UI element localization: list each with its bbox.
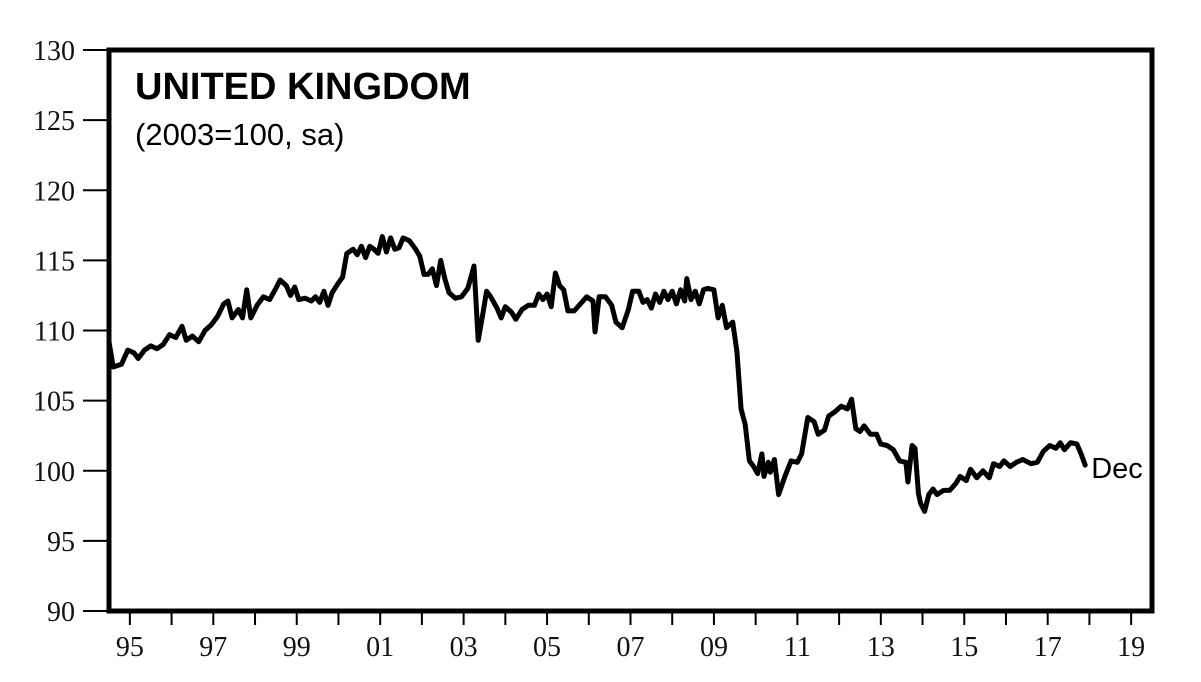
x-tick-label: 15 (950, 632, 978, 663)
x-tick-label: 07 (617, 632, 645, 663)
y-tick-label: 125 (33, 106, 75, 137)
x-tick-label: 95 (116, 632, 144, 663)
y-axis: 90 95 100 105 110 115 120 125 130 (33, 36, 109, 628)
y-tick-label: 130 (33, 36, 75, 67)
chart-subtitle: (2003=100, sa) (135, 117, 344, 152)
x-tick-label: 19 (1117, 632, 1145, 663)
x-tick-label: 09 (700, 632, 728, 663)
y-tick-label: 95 (47, 527, 75, 558)
x-tick-label: 01 (366, 632, 394, 663)
x-tick-label: 05 (533, 632, 561, 663)
x-tick-label: 97 (199, 632, 227, 663)
chart-title: UNITED KINGDOM (135, 66, 471, 108)
y-tick-label: 90 (47, 597, 75, 628)
series-line (106, 234, 1088, 514)
x-tick-label: 17 (1034, 632, 1062, 663)
plot-frame (106, 47, 1155, 614)
y-tick-label: 115 (34, 246, 75, 277)
y-tick-label: 120 (33, 176, 75, 207)
x-tick-label: 03 (450, 632, 478, 663)
y-tick-label: 100 (33, 457, 75, 488)
end-label: Dec (1091, 453, 1143, 485)
x-tick-label: 13 (867, 632, 895, 663)
x-axis: 95 97 99 01 03 05 07 09 11 13 15 17 19 (116, 611, 1145, 663)
x-tick-label: 99 (283, 632, 311, 663)
y-tick-label: 110 (34, 317, 75, 348)
y-tick-label: 105 (33, 387, 75, 418)
x-tick-label: 11 (784, 632, 811, 663)
